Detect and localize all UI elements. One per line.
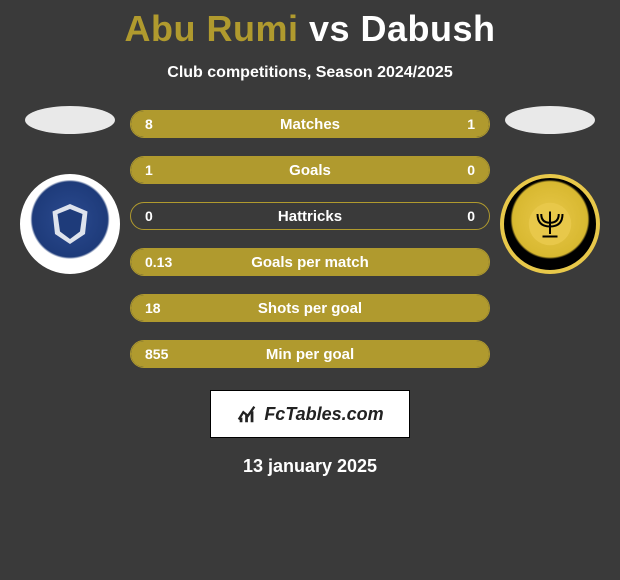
title-vs: vs bbox=[298, 8, 360, 49]
stat-row: 1Goals0 bbox=[130, 156, 490, 184]
stat-row: 8Matches1 bbox=[130, 110, 490, 138]
stat-value-left: 8 bbox=[131, 116, 201, 132]
left-team-badge bbox=[20, 174, 120, 274]
stat-row: 0Hattricks0 bbox=[130, 202, 490, 230]
site-label: FcTables.com bbox=[264, 404, 383, 425]
stat-label: Matches bbox=[201, 116, 419, 133]
stat-value-left: 855 bbox=[131, 346, 201, 362]
stat-label: Goals bbox=[201, 162, 419, 179]
comparison-panel: 8Matches11Goals00Hattricks00.13Goals per… bbox=[0, 110, 620, 368]
stat-value-right: 0 bbox=[419, 162, 489, 178]
page-title: Abu Rumi vs Dabush bbox=[0, 0, 620, 50]
left-ellipse-shape bbox=[25, 106, 115, 134]
date-text: 13 january 2025 bbox=[0, 456, 620, 477]
stat-rows: 8Matches11Goals00Hattricks00.13Goals per… bbox=[130, 110, 490, 368]
stat-value-left: 0 bbox=[131, 208, 201, 224]
stat-label: Hattricks bbox=[201, 208, 419, 225]
stat-value-left: 0.13 bbox=[131, 254, 201, 270]
site-badge[interactable]: FcTables.com bbox=[210, 390, 410, 438]
right-side bbox=[490, 110, 590, 274]
chart-icon bbox=[236, 403, 258, 425]
stat-row: 855Min per goal bbox=[130, 340, 490, 368]
stat-value-left: 18 bbox=[131, 300, 201, 316]
left-side bbox=[30, 110, 130, 274]
title-player-left: Abu Rumi bbox=[124, 8, 298, 49]
stat-row: 0.13Goals per match bbox=[130, 248, 490, 276]
stat-row: 18Shots per goal bbox=[130, 294, 490, 322]
subtitle: Club competitions, Season 2024/2025 bbox=[0, 64, 620, 82]
stat-value-right: 0 bbox=[419, 208, 489, 224]
right-ellipse-shape bbox=[505, 106, 595, 134]
title-player-right: Dabush bbox=[361, 8, 496, 49]
stat-label: Shots per goal bbox=[201, 300, 419, 317]
stat-value-right: 1 bbox=[419, 116, 489, 132]
stat-label: Min per goal bbox=[201, 346, 419, 363]
right-team-badge bbox=[500, 174, 600, 274]
stat-label: Goals per match bbox=[201, 254, 419, 271]
shield-icon bbox=[45, 199, 95, 249]
menorah-icon bbox=[525, 199, 575, 249]
stat-value-left: 1 bbox=[131, 162, 201, 178]
